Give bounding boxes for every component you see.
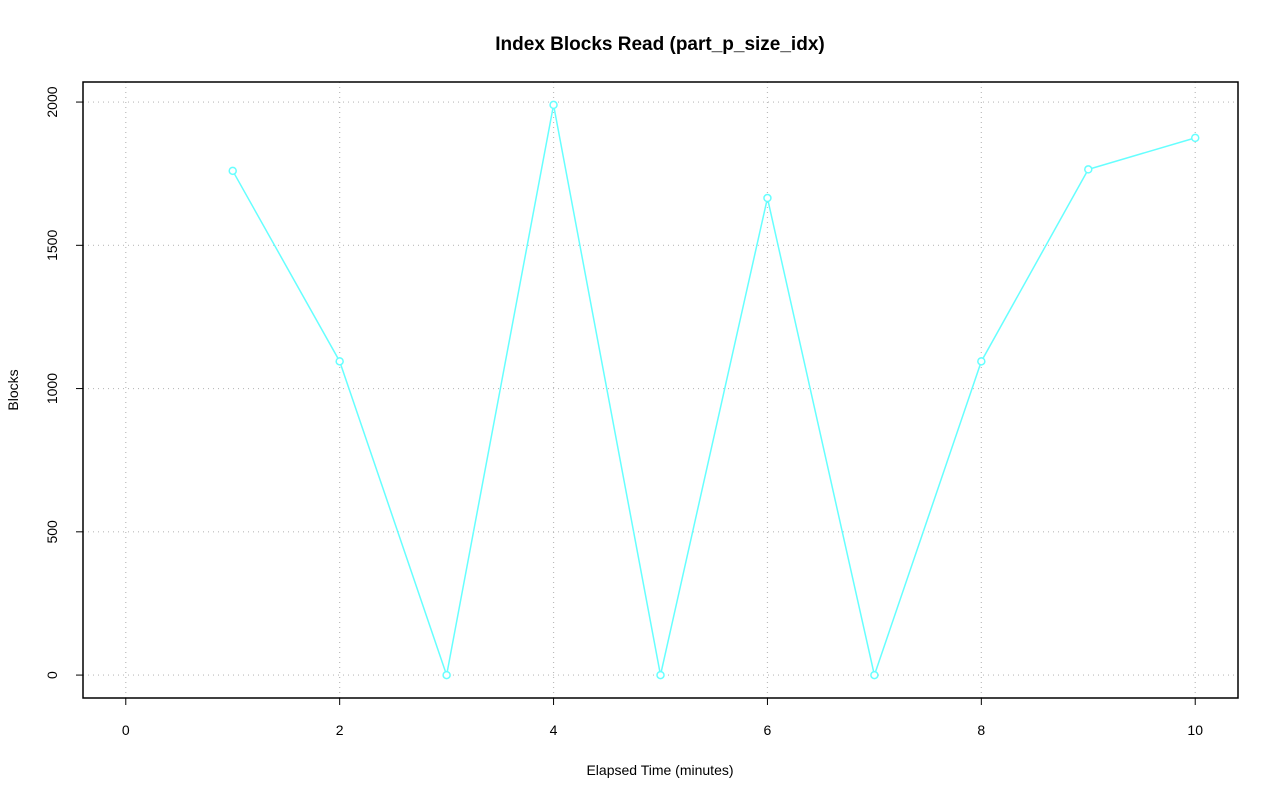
data-point bbox=[1190, 133, 1200, 143]
data-point bbox=[870, 670, 879, 680]
x-tick-label: 0 bbox=[122, 722, 130, 738]
data-point bbox=[977, 357, 986, 366]
x-tick-label: 4 bbox=[550, 722, 558, 738]
series-line bbox=[232, 104, 1196, 679]
data-point bbox=[228, 166, 237, 176]
chart-title: Index Blocks Read (part_p_size_idx) bbox=[495, 34, 824, 55]
data-point bbox=[656, 670, 665, 680]
y-tick-label: 2000 bbox=[44, 86, 60, 117]
y-tick-label: 1500 bbox=[44, 230, 60, 261]
data-point bbox=[335, 357, 344, 366]
x-tick-label: 10 bbox=[1187, 722, 1203, 738]
data-point bbox=[442, 670, 451, 680]
y-tick-label: 1000 bbox=[44, 373, 60, 404]
data-point bbox=[549, 100, 558, 110]
x-tick-label: 2 bbox=[336, 722, 344, 738]
data-point bbox=[763, 193, 772, 203]
x-tick-label: 8 bbox=[977, 722, 985, 738]
x-tick-label: 6 bbox=[764, 722, 772, 738]
y-tick-label: 500 bbox=[44, 520, 60, 544]
y-tick-label: 0 bbox=[44, 671, 60, 679]
x-axis-label: Elapsed Time (minutes) bbox=[586, 762, 733, 778]
plot-frame bbox=[82, 81, 1239, 699]
y-axis-label: Blocks bbox=[5, 369, 21, 410]
data-point bbox=[1084, 165, 1093, 174]
